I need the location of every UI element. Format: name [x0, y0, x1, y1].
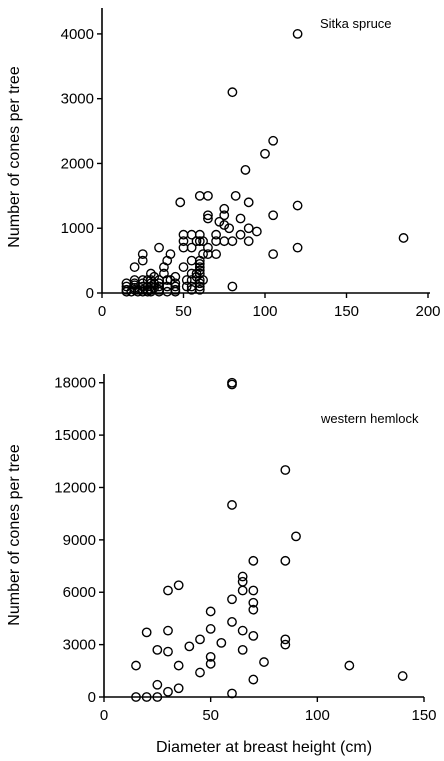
data-point — [261, 150, 269, 158]
y-tick-label: 18000 — [54, 375, 96, 392]
x-ticks: 0 50 100 150 — [100, 697, 437, 724]
y-axis-title: Number of cones per tree — [6, 444, 23, 626]
data-point — [228, 595, 236, 603]
data-point — [236, 231, 244, 239]
data-point — [164, 586, 172, 594]
data-point — [176, 198, 184, 206]
y-tick-label: 15000 — [54, 427, 96, 444]
data-point — [204, 192, 212, 200]
y-tick-label: 4000 — [61, 26, 94, 43]
x-tick-label: 200 — [415, 303, 440, 320]
data-point — [231, 192, 239, 200]
data-point — [196, 635, 204, 643]
data-point — [228, 282, 236, 290]
data-point — [269, 250, 277, 258]
data-point — [238, 646, 246, 654]
data-point — [281, 466, 289, 474]
data-point — [253, 227, 261, 235]
data-point — [196, 668, 204, 676]
data-point — [398, 672, 406, 680]
data-point — [179, 263, 187, 271]
x-ticks: 0 50 100 150 200 — [98, 293, 441, 320]
data-point — [293, 243, 301, 251]
y-ticks: 0 1000 2000 3000 4000 — [61, 26, 102, 302]
data-point — [249, 675, 257, 683]
data-point — [212, 250, 220, 258]
x-tick-label: 100 — [252, 303, 277, 320]
chart-panel-western-hemlock: western hemlock Number of cones per tree… — [6, 374, 437, 756]
data-point — [293, 30, 301, 38]
data-point — [164, 626, 172, 634]
data-point — [292, 532, 300, 540]
data-point — [345, 661, 353, 669]
data-point — [228, 237, 236, 245]
x-tick-label: 0 — [100, 707, 108, 724]
data-point — [281, 557, 289, 565]
data-point — [269, 211, 277, 219]
y-tick-label: 9000 — [63, 532, 96, 549]
data-point — [249, 557, 257, 565]
data-point — [245, 198, 253, 206]
data-point — [174, 661, 182, 669]
y-ticks: 0 3000 6000 9000 12000 15000 18000 — [54, 375, 104, 706]
data-point — [153, 646, 161, 654]
y-tick-label: 3000 — [63, 637, 96, 654]
data-point — [245, 237, 253, 245]
data-point — [164, 688, 172, 696]
x-tick-label: 150 — [411, 707, 436, 724]
data-points — [132, 379, 407, 702]
data-point — [164, 647, 172, 655]
data-point — [238, 626, 246, 634]
data-point — [187, 256, 195, 264]
data-point — [174, 684, 182, 692]
data-point — [228, 618, 236, 626]
y-tick-label: 0 — [88, 689, 96, 706]
x-tick-label: 150 — [334, 303, 359, 320]
y-tick-label: 3000 — [61, 91, 94, 108]
data-point — [399, 234, 407, 242]
x-tick-label: 50 — [202, 707, 219, 724]
data-point — [155, 243, 163, 251]
y-tick-label: 2000 — [61, 155, 94, 172]
data-point — [260, 658, 268, 666]
data-point — [132, 661, 140, 669]
y-tick-label: 12000 — [54, 479, 96, 496]
x-tick-label: 100 — [305, 707, 330, 724]
data-point — [236, 214, 244, 222]
y-tick-label: 1000 — [61, 220, 94, 237]
data-point — [220, 237, 228, 245]
data-point — [206, 607, 214, 615]
x-tick-label: 0 — [98, 303, 106, 320]
data-point — [206, 625, 214, 633]
x-tick-label: 50 — [175, 303, 192, 320]
y-tick-label: 0 — [86, 285, 94, 302]
data-point — [196, 192, 204, 200]
data-point — [249, 632, 257, 640]
data-point — [293, 201, 301, 209]
data-point — [249, 586, 257, 594]
data-point — [228, 88, 236, 96]
data-point — [281, 635, 289, 643]
panel-label: Sitka spruce — [320, 16, 392, 31]
x-axis-title: Diameter at breast height (cm) — [156, 739, 372, 756]
data-point — [245, 224, 253, 232]
y-axis-title: Number of cones per tree — [6, 66, 23, 248]
data-point — [228, 501, 236, 509]
data-point — [142, 628, 150, 636]
chart-panel-sitka-spruce: Sitka spruce Number of cones per tree 0 1… — [6, 8, 441, 320]
panel-label: western hemlock — [320, 411, 419, 426]
data-point — [241, 166, 249, 174]
data-point — [217, 639, 225, 647]
data-point — [130, 263, 138, 271]
data-point — [238, 572, 246, 580]
data-point — [174, 581, 182, 589]
y-tick-label: 6000 — [63, 584, 96, 601]
data-point — [269, 137, 277, 145]
data-points — [122, 30, 407, 296]
data-point — [185, 642, 193, 650]
data-point — [153, 681, 161, 689]
data-point — [238, 586, 246, 594]
